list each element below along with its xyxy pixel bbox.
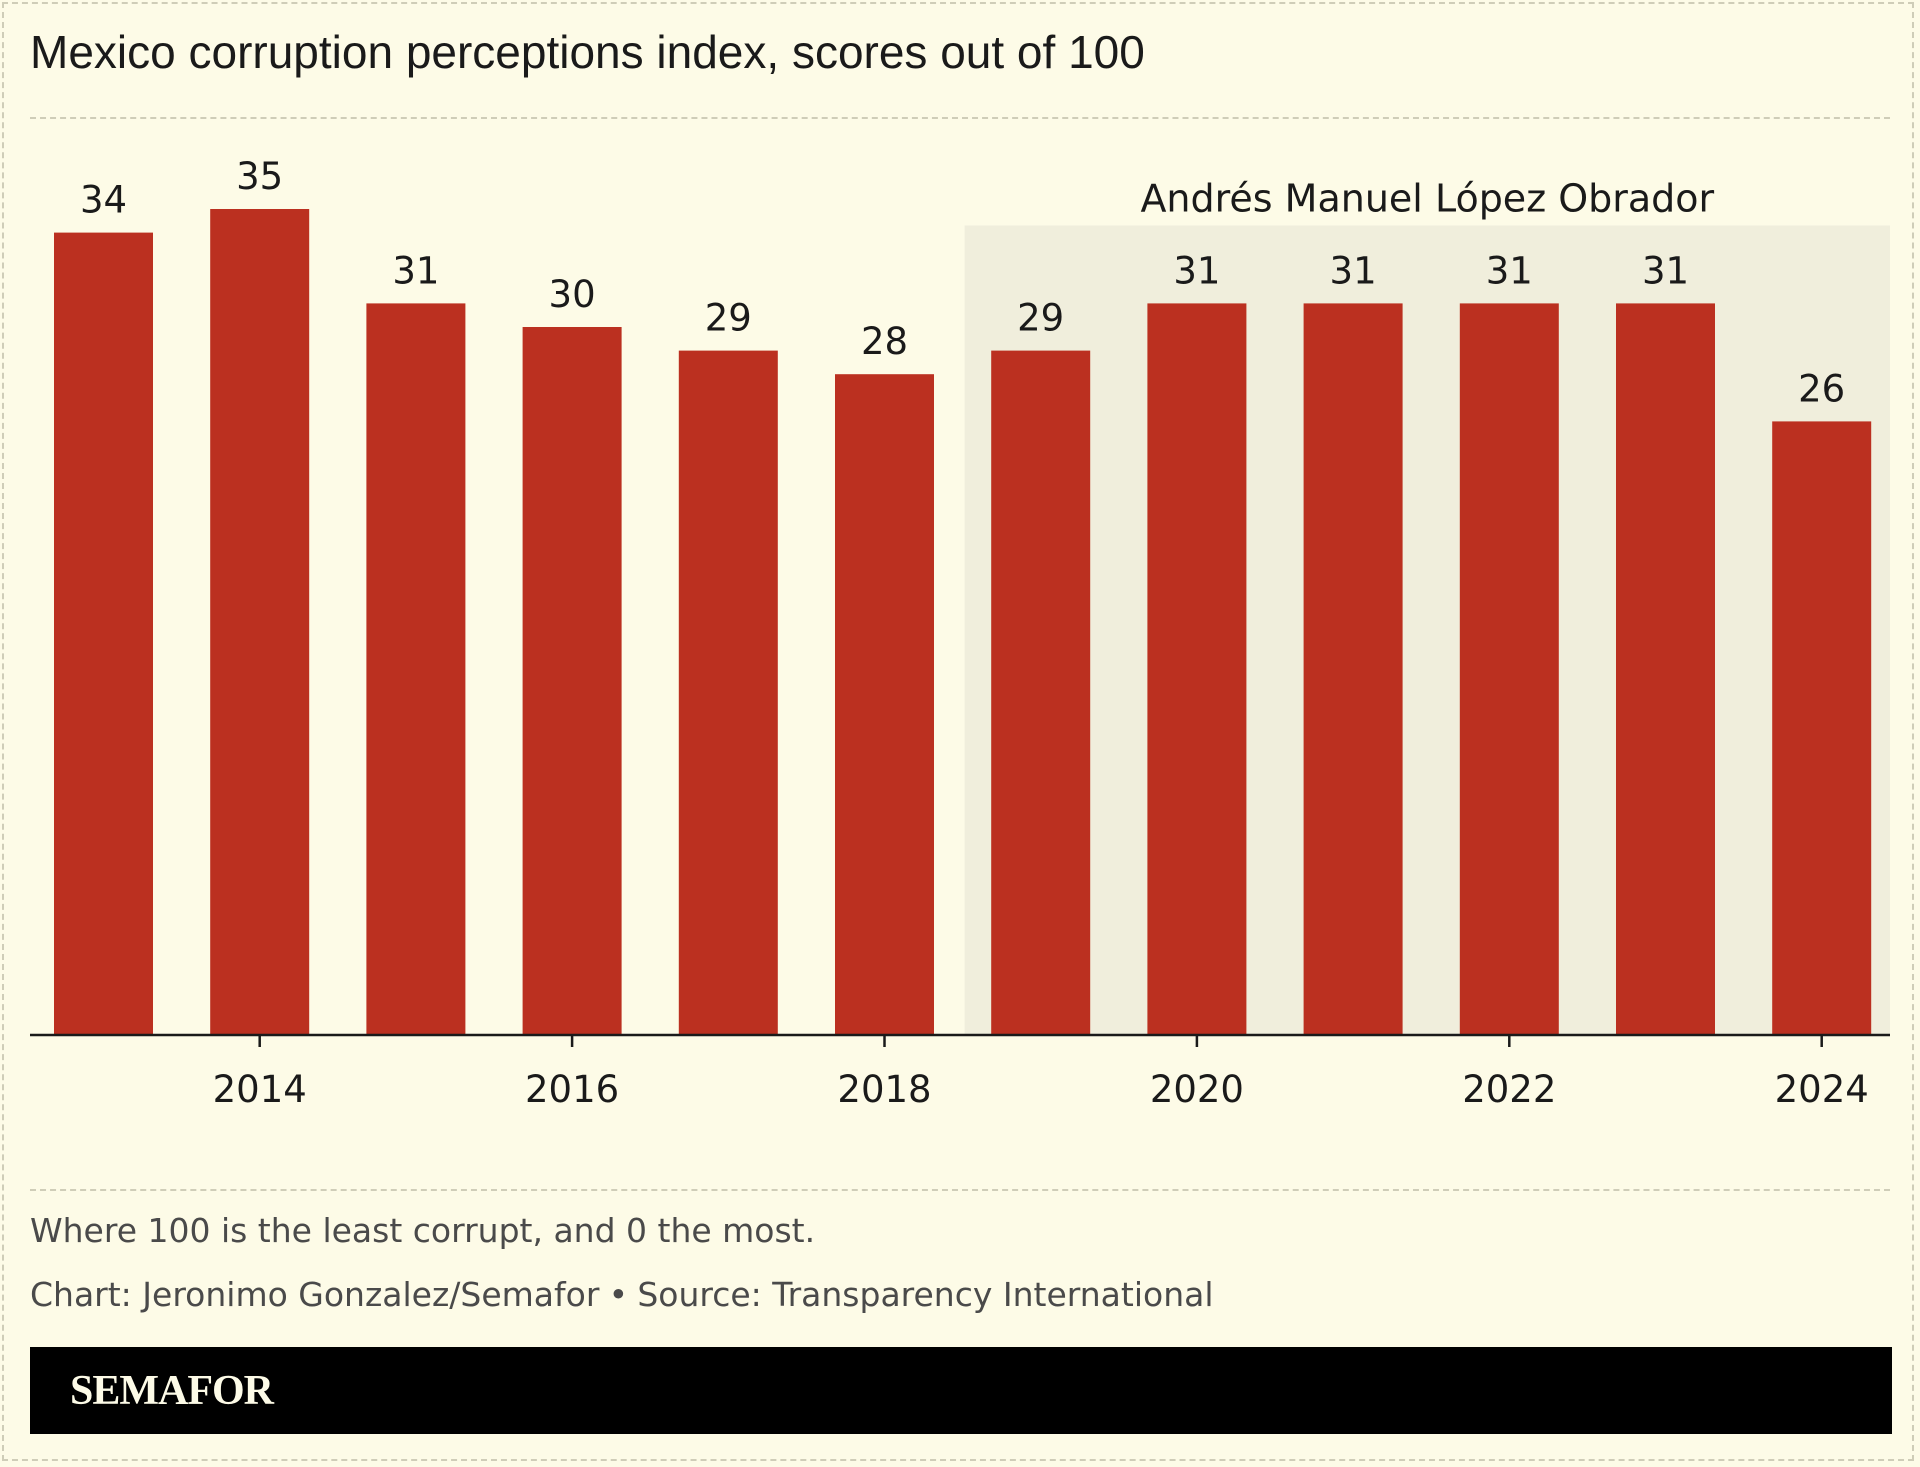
value-label-2017: 29 bbox=[705, 297, 752, 340]
bar-2024 bbox=[1772, 421, 1872, 1035]
bar-2019 bbox=[991, 350, 1091, 1036]
top-divider bbox=[30, 117, 1890, 119]
bar-2017 bbox=[678, 350, 778, 1036]
value-label-2022: 31 bbox=[1486, 249, 1533, 292]
value-label-2016: 30 bbox=[549, 273, 596, 316]
bar-2021 bbox=[1303, 303, 1403, 1035]
bars-group bbox=[54, 209, 1872, 1036]
bar-2016 bbox=[522, 327, 622, 1035]
bar-2014 bbox=[210, 209, 310, 1035]
bar-2018 bbox=[835, 374, 934, 1035]
highlight-label: Andrés Manuel López Obrador bbox=[1140, 177, 1714, 221]
chart-credit: Chart: Jeronimo Gonzalez/Semafor • Source:… bbox=[30, 1273, 1214, 1317]
credit-chart: Chart: Jeronimo Gonzalez/Semafor bbox=[30, 1275, 600, 1314]
bar-2015 bbox=[366, 303, 466, 1035]
brand-bar: SEMAFOR bbox=[30, 1347, 1892, 1434]
credit-separator: • bbox=[608, 1275, 629, 1314]
bar-2023 bbox=[1616, 303, 1715, 1035]
chart-note: Where 100 is the least corrupt, and 0 th… bbox=[30, 1211, 816, 1250]
bottom-divider bbox=[30, 1189, 1890, 1191]
value-label-2024: 26 bbox=[1798, 367, 1845, 410]
chart-title: Mexico corruption perceptions index, sco… bbox=[30, 26, 1145, 78]
value-label-2018: 28 bbox=[861, 320, 908, 363]
value-label-2020: 31 bbox=[1173, 249, 1220, 292]
semafor-logo[interactable]: SEMAFOR bbox=[70, 1368, 274, 1414]
x-tick-label-2022: 2022 bbox=[1462, 1068, 1556, 1111]
x-tick-label-2020: 2020 bbox=[1150, 1068, 1244, 1111]
highlight-region bbox=[964, 225, 1890, 1035]
value-label-2019: 29 bbox=[1017, 297, 1064, 340]
x-ticks-group: 2014 2016 2018 2020 2022 2024 bbox=[213, 1035, 1869, 1111]
value-label-2023: 31 bbox=[1642, 249, 1689, 292]
value-labels-group: 34 35 31 30 29 28 29 31 31 31 31 26 bbox=[80, 155, 1845, 410]
value-label-2014: 35 bbox=[236, 155, 283, 198]
credit-source: Source: Transparency International bbox=[637, 1275, 1214, 1314]
bar-2020 bbox=[1147, 303, 1247, 1035]
x-tick-label-2018: 2018 bbox=[837, 1068, 931, 1111]
x-tick-label-2024: 2024 bbox=[1775, 1068, 1869, 1111]
value-label-2013: 34 bbox=[80, 179, 127, 222]
value-label-2015: 31 bbox=[392, 249, 439, 292]
x-tick-label-2014: 2014 bbox=[213, 1068, 307, 1111]
x-tick-label-2016: 2016 bbox=[525, 1068, 619, 1111]
bar-2013 bbox=[54, 232, 153, 1036]
bar-2022 bbox=[1459, 303, 1559, 1035]
value-label-2021: 31 bbox=[1330, 249, 1377, 292]
